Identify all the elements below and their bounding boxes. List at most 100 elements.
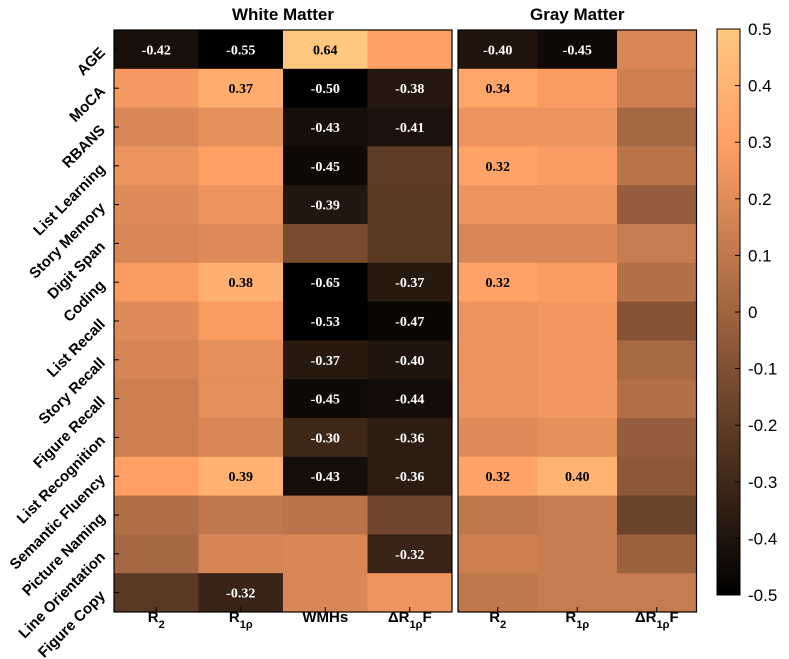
gray-matter-cell-label: 0.32 <box>486 470 511 485</box>
gray-matter-cell-r10-c1 <box>537 418 618 458</box>
gray-matter-cell-r7-c1 <box>537 301 618 341</box>
white-matter-cell-r9-c0 <box>114 379 199 419</box>
white-matter-cell-r4-c1 <box>198 185 284 225</box>
white-matter-cell-label: -0.43 <box>311 470 340 485</box>
white-matter-cell-label: -0.44 <box>395 393 424 408</box>
white-matter-cell-r7-c2 <box>283 301 368 341</box>
white-matter-cell-r9-c1 <box>198 379 284 419</box>
white-matter-cell-label: -0.36 <box>395 470 424 485</box>
gray-matter-cell-label: 0.32 <box>486 276 511 291</box>
white-matter-cell-r10-c2 <box>283 418 368 458</box>
white-matter-cell-r6-c3 <box>367 262 453 303</box>
gray-matter-cell-r13-c2 <box>617 534 697 574</box>
gray-matter-xtick-label: ΔR1ρF <box>635 609 679 631</box>
colorbar-tick-label: 0.4 <box>748 77 772 96</box>
white-matter-cell-r6-c0 <box>114 262 199 303</box>
white-matter-cell-label: -0.36 <box>395 431 424 446</box>
colorbar-tick-label: 0.3 <box>748 133 772 152</box>
white-matter-cell-r2-c3 <box>367 107 453 147</box>
white-matter-cell-r13-c0 <box>114 534 199 574</box>
white-matter-cell-r14-c0 <box>114 573 199 613</box>
white-matter-cell-label: -0.45 <box>311 160 340 175</box>
white-matter-cell-r2-c2 <box>283 107 368 147</box>
white-matter-cell-r8-c1 <box>198 340 284 380</box>
gray-matter-cell-r13-c0 <box>458 534 538 574</box>
white-matter-cell-r1-c3 <box>367 68 453 109</box>
gray-matter-cell-r9-c1 <box>537 379 618 419</box>
gray-matter-cell-r5-c2 <box>617 224 697 264</box>
white-matter-cell-label: -0.40 <box>395 354 424 369</box>
gray-matter-cell-r6-c1 <box>537 262 618 303</box>
gray-matter-cell-r6-c2 <box>617 262 697 303</box>
gray-matter-cell-r8-c0 <box>458 340 538 380</box>
white-matter-cell-r13-c2 <box>283 534 368 574</box>
white-matter-cell-r14-c3 <box>367 573 453 613</box>
colorbar-tick-label: -0.3 <box>748 473 777 492</box>
white-matter-cell-r12-c0 <box>114 495 199 535</box>
gray-matter-cell-r14-c0 <box>458 573 538 613</box>
white-matter-cell-r2-c1 <box>198 107 284 147</box>
white-matter-cell-r14-c1 <box>198 573 284 613</box>
gray-matter-cell-r6-c0 <box>458 262 538 303</box>
white-matter-cell-r11-c2 <box>283 456 368 497</box>
gray-matter-cell-r4-c2 <box>617 185 697 225</box>
colorbar-tick-label: -0.4 <box>748 529 777 548</box>
gray-matter-cell-r0-c0 <box>458 30 538 70</box>
white-matter-cell-label: -0.43 <box>311 121 340 136</box>
gray-matter-cell-r1-c1 <box>537 68 618 109</box>
row-label-moca: MoCA <box>66 83 109 126</box>
white-matter-cell-r12-c3 <box>367 495 453 535</box>
white-matter-cell-r3-c1 <box>198 146 284 186</box>
gray-matter-cell-r1-c2 <box>617 68 697 109</box>
gray-matter-title: Gray Matter <box>530 5 625 24</box>
gray-matter-cell-label: 0.40 <box>565 470 590 485</box>
colorbar-tick-label: 0 <box>748 303 757 322</box>
white-matter-cell-r2-c0 <box>114 107 199 147</box>
white-matter-xtick-label: WMHs <box>302 609 348 626</box>
white-matter-cell-r3-c2 <box>283 146 368 186</box>
white-matter-cell-r11-c0 <box>114 456 199 497</box>
white-matter-cell-label: -0.42 <box>142 43 171 58</box>
gray-matter-cell-r10-c2 <box>617 418 697 458</box>
white-matter-cell-r0-c1 <box>198 30 284 70</box>
gray-matter-xtick-label: R2 <box>489 609 506 631</box>
gray-matter-cell-r8-c1 <box>537 340 618 380</box>
white-matter-xtick-label: ΔR1ρF <box>388 609 432 631</box>
white-matter-cell-label: -0.45 <box>311 393 340 408</box>
white-matter-cell-label: -0.39 <box>311 199 340 214</box>
white-matter-cell-r10-c0 <box>114 418 199 458</box>
gray-matter-cell-r3-c0 <box>458 146 538 186</box>
white-matter-cell-r4-c2 <box>283 185 368 225</box>
white-matter-cell-label: -0.32 <box>395 548 424 563</box>
white-matter-title: White Matter <box>232 5 334 24</box>
white-matter-xtick-label: R1ρ <box>229 609 253 631</box>
white-matter-cell-r8-c2 <box>283 340 368 380</box>
gray-matter-cell-r10-c0 <box>458 418 538 458</box>
white-matter-cell-r4-c0 <box>114 185 199 225</box>
white-matter-cell-label: -0.37 <box>395 276 424 291</box>
white-matter-cell-r7-c0 <box>114 301 199 341</box>
white-matter-cell-r0-c0 <box>114 30 199 70</box>
white-matter-cell-r9-c3 <box>367 379 453 419</box>
colorbar-tick-label: -0.1 <box>748 360 777 379</box>
gray-matter-cell-r1-c0 <box>458 68 538 109</box>
white-matter-cell-label: -0.55 <box>226 43 255 58</box>
gray-matter-cell-r9-c0 <box>458 379 538 419</box>
gray-matter-cell-r2-c0 <box>458 107 538 147</box>
white-matter-cell-label: -0.30 <box>311 431 340 446</box>
gray-matter-cell-r14-c2 <box>617 573 697 613</box>
gray-matter-cell-r9-c2 <box>617 379 697 419</box>
white-matter-cell-r13-c1 <box>198 534 284 574</box>
gray-matter-cell-r4-c0 <box>458 185 538 225</box>
white-matter-cell-label: -0.32 <box>226 587 255 602</box>
white-matter-cell-r5-c3 <box>367 224 453 264</box>
gray-matter-cell-r14-c1 <box>537 573 618 613</box>
gray-matter-cell-r0-c2 <box>617 30 697 70</box>
white-matter-cell-r1-c0 <box>114 68 199 109</box>
gray-matter-cell-r0-c1 <box>537 30 618 70</box>
white-matter-cell-r0-c3 <box>367 30 453 70</box>
white-matter-cell-r5-c0 <box>114 224 199 264</box>
white-matter-cell-label: -0.47 <box>395 315 424 330</box>
colorbar-tick-label: 0.1 <box>748 246 772 265</box>
white-matter-cell-r11-c1 <box>198 456 284 497</box>
